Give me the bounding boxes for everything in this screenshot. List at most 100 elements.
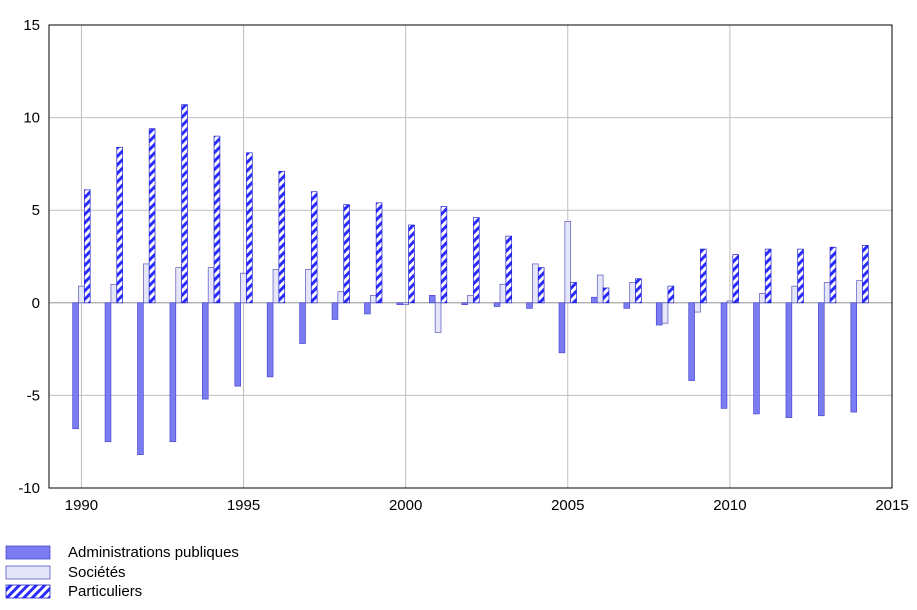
bar-light-1995 bbox=[240, 272, 247, 304]
bar-solid-2007 bbox=[623, 302, 631, 309]
bar-solid-2000 bbox=[396, 302, 404, 306]
bar-light-2010 bbox=[726, 300, 734, 304]
y-tick-label: 5 bbox=[32, 202, 40, 219]
bar-light-2012 bbox=[791, 285, 798, 304]
bar-striped-1998 bbox=[343, 204, 350, 304]
bar-light-2004 bbox=[532, 263, 539, 304]
bar-striped-2007 bbox=[635, 278, 642, 304]
bar-striped-2004 bbox=[537, 267, 545, 304]
bar-light-2008 bbox=[661, 302, 669, 324]
bar-striped-1991 bbox=[116, 146, 123, 304]
bar-solid-1990 bbox=[72, 302, 79, 430]
bar-light-1996 bbox=[272, 269, 280, 304]
bar-striped-2002 bbox=[473, 217, 480, 304]
bar-solid-2005 bbox=[558, 302, 566, 354]
bar-striped-2008 bbox=[667, 285, 675, 304]
y-tick-label: 0 bbox=[32, 295, 40, 312]
bar-solid-1999 bbox=[364, 302, 371, 315]
bar-light-1993 bbox=[175, 267, 182, 304]
grid-lines bbox=[49, 25, 892, 488]
bar-solid-2002 bbox=[461, 302, 468, 306]
legend-label: Particuliers bbox=[68, 583, 142, 600]
bars bbox=[72, 104, 869, 456]
bar-light-2002 bbox=[467, 295, 474, 304]
bar-striped-1990 bbox=[83, 189, 91, 304]
bar-striped-1999 bbox=[375, 202, 383, 304]
x-tick-label: 1995 bbox=[227, 497, 260, 514]
bar-striped-2000 bbox=[408, 224, 415, 304]
bar-striped-2010 bbox=[732, 254, 739, 304]
y-axis-ticks: -10 -5 0 5 10 15 bbox=[18, 17, 40, 497]
bar-light-2000 bbox=[402, 302, 409, 306]
y-tick-label: -5 bbox=[27, 387, 40, 404]
x-tick-label: 2005 bbox=[551, 497, 584, 514]
bar-light-1997 bbox=[305, 269, 312, 304]
bar-light-2006 bbox=[596, 274, 604, 304]
x-tick-label: 1990 bbox=[65, 497, 98, 514]
x-axis-ticks: 1990 1995 2000 2005 2010 2015 bbox=[65, 497, 909, 514]
bar-striped-1992 bbox=[148, 128, 156, 304]
legend-label: Sociétés bbox=[68, 564, 126, 581]
bar-solid-2003 bbox=[493, 302, 501, 307]
x-tick-label: 2010 bbox=[713, 497, 746, 514]
bar-solid-2006 bbox=[591, 296, 598, 304]
bar-striped-2011 bbox=[764, 248, 772, 304]
bar-solid-1994 bbox=[202, 302, 209, 400]
bar-solid-1998 bbox=[331, 302, 339, 320]
bar-striped-2006 bbox=[602, 287, 610, 304]
bar-solid-1995 bbox=[234, 302, 241, 387]
bar-striped-2009 bbox=[700, 248, 707, 304]
bar-striped-2012 bbox=[797, 248, 804, 304]
bar-solid-2009 bbox=[688, 302, 695, 381]
bar-striped-1997 bbox=[310, 191, 318, 304]
bar-striped-1994 bbox=[213, 135, 221, 304]
bar-light-1992 bbox=[143, 263, 150, 304]
bar-striped-2013 bbox=[829, 246, 837, 304]
bar-solid-2008 bbox=[655, 302, 663, 326]
bar-solid-2010 bbox=[720, 302, 728, 409]
x-tick-label: 2015 bbox=[875, 497, 908, 514]
bar-solid-2004 bbox=[526, 302, 533, 309]
bar-solid-2012 bbox=[785, 302, 793, 418]
bar-light-2009 bbox=[694, 302, 701, 313]
bar-light-1998 bbox=[337, 291, 345, 304]
bar-solid-1993 bbox=[169, 302, 177, 443]
bar-solid-2013 bbox=[818, 302, 825, 417]
bar-striped-1993 bbox=[181, 104, 188, 304]
x-tick-label: 2000 bbox=[389, 497, 422, 514]
bar-solid-2001 bbox=[428, 295, 436, 304]
bar-light-2007 bbox=[629, 282, 636, 304]
bar-light-1991 bbox=[110, 283, 118, 304]
bar-striped-1995 bbox=[246, 152, 253, 304]
legend-label: Administrations publiques bbox=[68, 544, 239, 561]
bar-light-2013 bbox=[823, 282, 831, 304]
bar-striped-2003 bbox=[505, 235, 513, 304]
legend-swatch-light bbox=[5, 565, 51, 580]
bar-light-1999 bbox=[369, 295, 377, 304]
bar-striped-2001 bbox=[440, 206, 448, 304]
legend-swatch-striped bbox=[5, 584, 51, 599]
bar-light-2003 bbox=[499, 283, 507, 304]
bar-light-1990 bbox=[78, 285, 85, 304]
bar-light-2001 bbox=[434, 302, 442, 333]
bar-solid-2011 bbox=[753, 302, 760, 415]
bar-solid-1996 bbox=[266, 302, 274, 378]
bar-striped-2005 bbox=[570, 282, 577, 304]
y-tick-label: 15 bbox=[23, 17, 40, 34]
legend: Administrations publiques Sociétés Particu… bbox=[5, 544, 239, 600]
plot-area bbox=[48, 24, 893, 489]
bar-striped-1996 bbox=[278, 170, 286, 304]
y-tick-label: -10 bbox=[18, 480, 40, 497]
bar-light-2005 bbox=[564, 220, 572, 304]
bar-solid-2014 bbox=[850, 302, 858, 413]
bar-light-1994 bbox=[207, 267, 215, 304]
bar-light-2011 bbox=[759, 293, 766, 304]
legend-swatch-solid bbox=[5, 545, 51, 560]
y-tick-label: 10 bbox=[23, 110, 40, 127]
bar-striped-2014 bbox=[862, 245, 869, 304]
bar-solid-1992 bbox=[137, 302, 144, 456]
bar-light-2014 bbox=[856, 280, 863, 304]
bar-solid-1991 bbox=[104, 302, 112, 443]
bar-solid-1997 bbox=[299, 302, 306, 344]
